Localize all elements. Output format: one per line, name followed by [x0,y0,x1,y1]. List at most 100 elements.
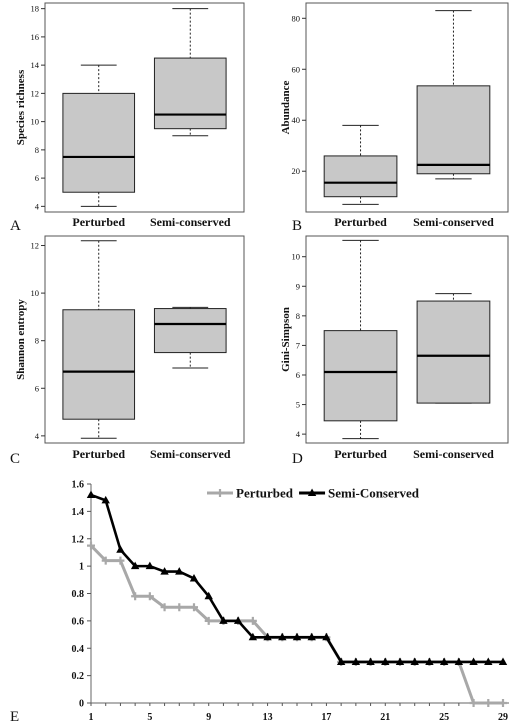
y-tick-label: 0.4 [72,644,85,655]
iqr-box [153,308,227,354]
x-tick-label: 1 [89,712,94,723]
data-point-plus [116,556,125,565]
y-tick-label: 7 [296,340,300,350]
y-axis-label: Gini-Simpson [280,307,292,372]
y-tick-label: 8 [35,336,39,346]
legend-label: Perturbed [236,486,294,501]
x-tick-label: 17 [321,712,331,723]
y-tick-label: 12 [31,88,40,98]
data-point-plus [87,541,95,550]
data-point-triangle [322,632,331,641]
y-tick-label: 6 [35,383,39,393]
panel-letter: C [10,451,20,467]
y-tick-label: 14 [31,60,40,70]
data-point-plus [216,489,224,497]
panel-e-rank-abundance-line-chart: 0 0.2 0.4 0.6 0.8 1 1.2 1.4 1.6 1 5 9 13 17 21 25 29 Pert… [10,480,509,725]
y-tick-label: 4 [296,429,301,439]
y-tick-label: 5 [296,400,300,410]
y-tick-label: 0.8 [72,589,85,600]
legend: Perturbed Semi-Conserved [207,486,420,501]
y-tick-label: 8 [35,145,39,155]
y-tick-label: 40 [292,115,301,125]
y-tick-label: 0.2 [72,671,85,682]
panel-letter: A [10,218,21,234]
data-point-triangle [233,616,243,624]
y-tick-label: 6 [296,370,300,380]
boxplot-perturbed [323,239,398,440]
data-point-triangle [145,561,155,570]
y-axis-label: Species richness [15,69,27,145]
iqr-box [323,155,398,198]
panel-b-abundance: 20 40 60 80 Abundance Perturbed Semi-conserved… [280,2,509,234]
category-label: Semi-conserved [413,447,494,461]
y-axis-label: Shannon entropy [15,299,27,380]
y-tick-label: 1.4 [72,507,85,518]
data-point-triangle [469,657,478,665]
iqr-box [153,57,227,130]
data-point-plus [499,699,507,707]
y-tick-label: 16 [31,32,40,42]
iqr-box [62,309,136,420]
y-tick-label: 80 [292,13,301,23]
data-point-triangle [219,616,228,624]
panel-a-species-richness: 4 6 8 10 12 14 16 18 Species richness Perturbed Se… [10,2,245,234]
y-tick-label: 10 [31,117,40,127]
data-point-triangle [307,632,316,641]
y-tick-label: 9 [296,281,300,291]
data-point-plus [190,603,198,612]
series-semi-conserved [86,490,508,665]
data-point-triangle [484,657,493,665]
y-tick-label: 4 [35,201,40,211]
x-tick-label: 25 [439,712,449,723]
iqr-box [62,92,136,193]
category-label: Semi-conserved [150,215,231,229]
data-point-plus [131,592,140,601]
data-point-triangle [454,657,464,665]
x-tick-label: 5 [147,712,152,723]
panel-letter: B [292,218,302,234]
y-tick-label: 1.2 [72,534,85,545]
boxplot-perturbed [323,124,398,205]
y-axis-label: Abundance [280,80,292,134]
boxplot-semi-conserved [153,306,227,369]
data-point-triangle [336,657,346,665]
data-point-triangle [175,567,184,575]
category-label: Semi-conserved [150,447,231,461]
boxplot-perturbed [62,240,136,439]
data-point-triangle [278,632,287,641]
iqr-box [416,85,491,175]
data-point-triangle [248,632,258,641]
data-point-triangle [381,657,390,665]
boxplot-semi-conserved [416,293,491,404]
data-point-triangle [366,657,375,665]
y-tick-label: 10 [31,288,40,298]
data-point-triangle [116,545,125,553]
y-tick-label: 0 [79,699,84,710]
x-tick-label: 13 [263,712,273,723]
series-line [89,544,503,705]
iqr-box [323,330,398,422]
data-point-triangle [439,657,449,665]
boxplot-semi-conserved [153,8,227,137]
data-point-plus [101,556,110,565]
data-point-triangle [160,567,169,575]
data-point-triangle [101,495,110,504]
data-point-triangle [425,657,434,665]
legend-item: Perturbed [207,486,294,501]
data-point-plus [175,603,184,612]
data-point-triangle [498,657,508,665]
x-tick-label: 21 [380,712,390,723]
y-tick-label: 60 [292,64,301,74]
panel-c-shannon-entropy: 4 6 8 10 12 Shannon entropy Perturbed Semi-cons… [10,235,245,467]
y-tick-label: 8 [296,311,300,321]
y-tick-label: 12 [31,241,40,251]
data-point-triangle [292,632,302,641]
data-point-triangle [410,657,419,665]
category-label: Perturbed [334,447,387,461]
data-point-plus [248,616,257,625]
data-point-plus [469,699,478,707]
data-point-plus [145,592,154,601]
category-label: Semi-conserved [413,215,494,229]
data-point-triangle [263,632,272,641]
